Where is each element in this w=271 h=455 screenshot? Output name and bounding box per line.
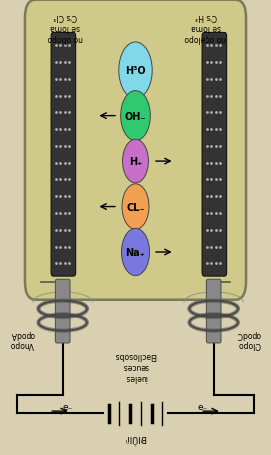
Text: Cᴵlopo
opodC: Cᴵlopo opodC	[237, 329, 261, 349]
FancyBboxPatch shape	[202, 33, 227, 277]
Text: e₋: e₋	[198, 402, 208, 411]
Text: no obopo
se loma
Cᴵs Cl³: no obopo se loma Cᴵs Cl³	[48, 12, 83, 43]
Text: BᴵlǛlíᴵ: BᴵlǛlíᴵ	[124, 432, 147, 442]
FancyBboxPatch shape	[25, 1, 246, 300]
Text: Vnopo
opodA: Vnopo opodA	[10, 329, 34, 349]
Circle shape	[122, 140, 149, 183]
Text: H³O: H³O	[125, 66, 146, 76]
Text: H₊: H₊	[129, 157, 142, 167]
Text: CL₋: CL₋	[126, 202, 145, 212]
FancyBboxPatch shape	[207, 280, 221, 343]
Circle shape	[121, 91, 150, 142]
Text: no oçǝlopo
se loma
Cᴵs H³: no oçǝlopo se loma Cᴵs H³	[185, 12, 226, 43]
Circle shape	[119, 43, 152, 99]
Text: e₋: e₋	[63, 402, 73, 411]
FancyBboxPatch shape	[56, 280, 70, 343]
Text: iueles
seuces
Elǝcllosobs: iueles seuces Elǝcllosobs	[114, 350, 157, 381]
Circle shape	[121, 229, 150, 276]
FancyBboxPatch shape	[51, 33, 76, 277]
Text: OH₋: OH₋	[125, 111, 146, 121]
Circle shape	[122, 184, 149, 230]
Text: Na₊: Na₊	[125, 248, 146, 258]
